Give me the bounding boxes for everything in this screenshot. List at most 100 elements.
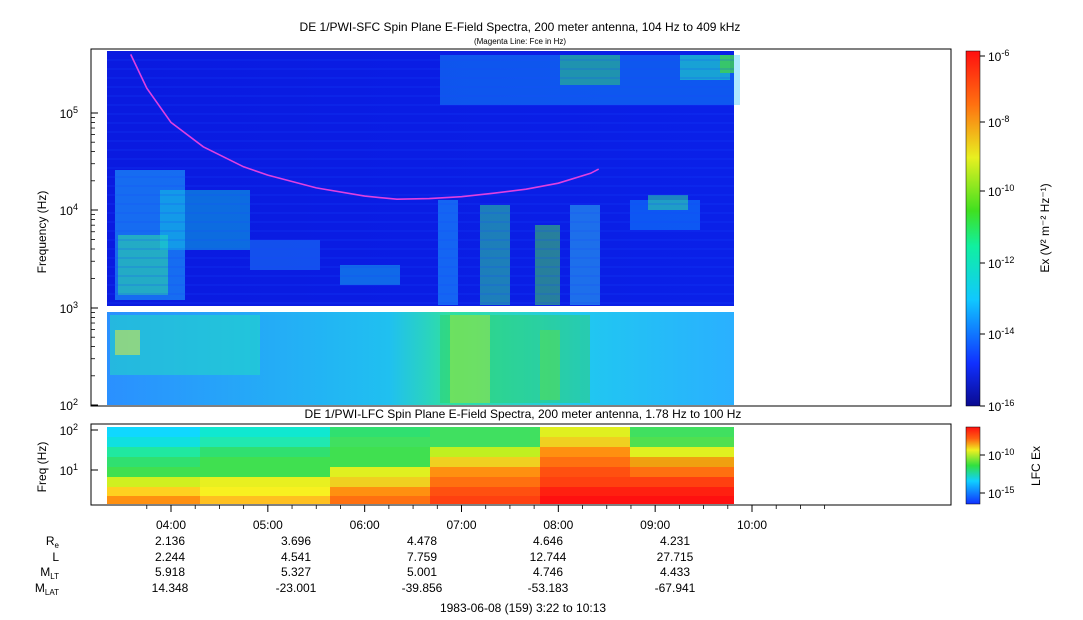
lfc-cell: [630, 427, 734, 437]
ephemeris-value: 4.646: [533, 534, 563, 548]
lfc-colorbar: [965, 426, 981, 505]
ephemeris-value: 3.696: [281, 534, 311, 548]
sfc-colorbar: [965, 50, 981, 407]
lfc-spectrogram: [90, 423, 952, 506]
lfc-colorbar-label: LFC Ex: [1029, 446, 1043, 486]
lfc-cell: [330, 457, 430, 467]
ephemeris-value: 5.001: [407, 565, 437, 579]
sfc-title: DE 1/PWI-SFC Spin Plane E-Field Spectra,…: [300, 20, 741, 34]
lfc-cell: [107, 477, 200, 487]
ephemeris-row-label: L: [52, 550, 59, 564]
ephemeris-value: 7.759: [407, 550, 437, 564]
sfc-cbar-label: 10-16: [988, 398, 1014, 414]
lfc-cell: [200, 487, 330, 496]
sfc-patch: [535, 225, 560, 305]
lfc-bands: [107, 427, 734, 504]
lfc-cell: [630, 467, 734, 477]
sfc-ytick-label: 104: [60, 202, 78, 218]
sfc-upper-band: [107, 51, 734, 306]
lfc-ytick-label: 101: [60, 462, 78, 478]
lfc-cell: [330, 447, 430, 457]
lfc-ytick-label: 102: [60, 422, 78, 438]
ephemeris-value: 4.746: [533, 565, 563, 579]
lfc-cell: [107, 487, 200, 496]
ephemeris-row-label: Re: [46, 534, 60, 550]
lfc-cell: [540, 447, 630, 457]
lfc-cell: [200, 477, 330, 487]
sfc-patch: [540, 330, 560, 400]
sfc-colorbar-label: Ex (V² m⁻² Hz⁻¹): [1038, 183, 1052, 272]
footer-time-range: 1983-06-08 (159) 3:22 to 10:13: [440, 601, 606, 615]
lfc-cell: [107, 427, 200, 437]
sfc-ylabel: Frequency (Hz): [35, 191, 49, 274]
ephemeris-value: 2.244: [155, 550, 185, 564]
sfc-cbar-label: 10-8: [988, 114, 1009, 130]
fce-line: [129, 54, 600, 201]
time-tick-label: 09:00: [640, 518, 670, 532]
sfc-patch: [480, 205, 510, 305]
sfc-cbar-label: 10-14: [988, 326, 1014, 342]
sfc-patch: [560, 55, 620, 85]
sfc-cbar-label: 10-6: [988, 48, 1009, 64]
sfc-ytick-label: 103: [60, 300, 78, 316]
sfc-patch: [570, 205, 600, 305]
sfc-patch: [440, 315, 590, 403]
ephemeris-row-label: MLAT: [35, 581, 59, 597]
lfc-cell: [200, 457, 330, 467]
ephemeris-value: 2.136: [155, 534, 185, 548]
lfc-cell: [330, 496, 430, 504]
time-tick-label: 04:00: [156, 518, 186, 532]
time-tick-label: 07:00: [446, 518, 476, 532]
lfc-cell: [540, 487, 630, 496]
sfc-cbar-label: 10-12: [988, 255, 1014, 271]
lfc-cell: [630, 437, 734, 447]
time-tick-label: 05:00: [253, 518, 283, 532]
lfc-cell: [200, 427, 330, 437]
ephemeris-value: -39.856: [402, 581, 443, 595]
lfc-title: DE 1/PWI-LFC Spin Plane E-Field Spectra,…: [305, 407, 742, 421]
lfc-cell: [540, 467, 630, 477]
sfc-ytick-label: 105: [60, 105, 78, 121]
sfc-subtitle: (Magenta Line: Fce in Hz): [474, 37, 566, 46]
sfc-patch: [438, 200, 458, 305]
time-tick-label: 08:00: [543, 518, 573, 532]
lfc-cell: [330, 427, 430, 437]
lfc-cell: [107, 496, 200, 504]
lfc-cell: [107, 457, 200, 467]
time-tick-label: 06:00: [350, 518, 380, 532]
lfc-colorbar-ticks: 10-10 10-15: [980, 447, 1014, 501]
ephemeris-value: 4.231: [660, 534, 690, 548]
sfc-patch: [115, 330, 140, 355]
sfc-patch: [340, 265, 400, 285]
sfc-cbar-label: 10-10: [988, 183, 1014, 199]
lfc-cell: [430, 427, 540, 437]
lfc-cell: [540, 496, 630, 504]
lfc-cell: [107, 447, 200, 457]
lfc-cell: [200, 467, 330, 477]
lfc-cell: [330, 467, 430, 477]
time-tick-label: 10:00: [737, 518, 767, 532]
ephemeris-row-label: MLT: [40, 565, 59, 581]
lfc-cell: [107, 437, 200, 447]
lfc-cbar-label: 10-10: [988, 447, 1014, 463]
sfc-patch: [450, 315, 490, 403]
sfc-ytick-label: 102: [60, 397, 78, 413]
lfc-cell: [540, 477, 630, 487]
lfc-cell: [630, 487, 734, 496]
ephemeris-value: 12.744: [530, 550, 567, 564]
lfc-cell: [330, 477, 430, 487]
ephemeris-value: 4.433: [660, 565, 690, 579]
lfc-cell: [107, 467, 200, 477]
lfc-cell: [430, 437, 540, 447]
ephemeris-value: 5.327: [281, 565, 311, 579]
sfc-spectrogram: [90, 48, 952, 407]
ephemeris-value: 5.918: [155, 565, 185, 579]
ephemeris-value: 14.348: [152, 581, 189, 595]
sfc-patch: [648, 195, 688, 210]
ephemeris-value: -67.941: [655, 581, 696, 595]
ephemeris-table: Re 2.136 3.696 4.478 4.646 4.231 L 2.244 4.541 7.…: [35, 534, 696, 597]
lfc-cell: [540, 427, 630, 437]
lfc-cell: [630, 496, 734, 504]
sfc-y-ticks: 105 104 103 102: [60, 105, 98, 413]
lfc-cell: [430, 467, 540, 477]
